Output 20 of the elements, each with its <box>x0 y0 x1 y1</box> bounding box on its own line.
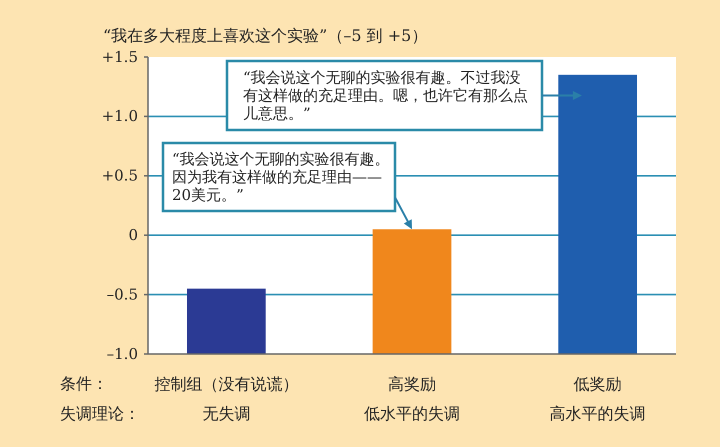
x-tick-label: 高奖励 <box>388 374 436 394</box>
y-tick-label: –1.0 <box>106 344 138 363</box>
bar <box>372 229 452 354</box>
y-tick-label: +0.5 <box>102 166 138 185</box>
text: 高水平的失调 <box>550 404 646 423</box>
y-axis-title: “我在多大程度上喜欢这个实验”（–5 到 +5） <box>103 26 428 45</box>
annotation: “我会说这个无聊的实验很有趣。不过我没有这样做的充足理由。嗯，也许它有那么点儿意思。” <box>243 68 528 122</box>
y-tick-label: +1.0 <box>102 107 138 126</box>
y-tick-label: +1.5 <box>102 48 138 66</box>
y-tick-label: –0.5 <box>106 285 138 304</box>
bar <box>558 74 638 354</box>
annotation: “我会说这个无聊的实验很有趣。因为我有这样做的充足理由——20美元。” <box>172 150 390 204</box>
y-tick-label: 0 <box>128 226 138 244</box>
bar <box>186 288 266 354</box>
text: 失调理论： <box>60 404 140 423</box>
x-tick-label: 低奖励 <box>574 374 622 394</box>
text: 低水平的失调 <box>364 404 460 423</box>
x-tick-label: 控制组（没有说谎） <box>154 374 298 394</box>
text: 无失调 <box>202 404 250 423</box>
text: 条件： <box>60 374 108 393</box>
